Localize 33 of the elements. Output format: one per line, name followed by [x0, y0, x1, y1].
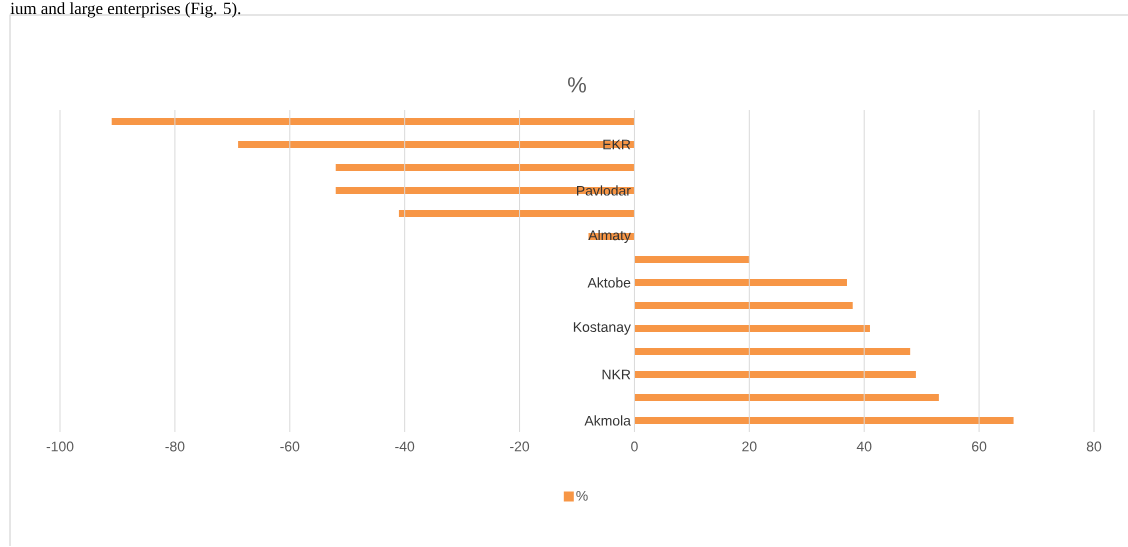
bar: [238, 140, 635, 148]
bar: [634, 416, 1014, 424]
chart-title: %: [568, 77, 586, 93]
y-tick-label: Akmola: [584, 415, 631, 426]
x-tick-label: 80: [1086, 441, 1102, 452]
bar: [111, 117, 635, 125]
bar: [634, 393, 939, 401]
bar: [335, 186, 635, 194]
y-tick-label: Aktobe: [587, 277, 631, 288]
x-tick-label: -20: [510, 441, 530, 452]
x-tick-label: -100: [46, 441, 74, 452]
y-tick-label: Almaty: [588, 229, 631, 243]
x-tick-label: -40: [395, 441, 415, 452]
x-tick-label: 0: [631, 441, 638, 452]
y-tick-label: Pavlodar: [577, 185, 631, 196]
bar: [634, 370, 916, 378]
y-tick-label: EKR: [603, 139, 631, 150]
x-tick-label: -80: [165, 441, 185, 452]
bar: [398, 209, 635, 217]
bar: [335, 163, 635, 171]
bar: [634, 347, 911, 355]
text: ium and large enterprises (Fig. 5).: [10, 2, 241, 18]
legend-label: %: [576, 490, 588, 501]
y-tick-label: Kostanay: [573, 322, 631, 335]
bar: [634, 278, 847, 286]
x-tick-label: 40: [856, 441, 872, 452]
bar: [634, 255, 750, 263]
x-tick-label: -60: [280, 441, 300, 452]
bar: [634, 301, 853, 309]
bar: [634, 324, 870, 332]
x-tick-label: 60: [972, 441, 987, 452]
y-tick-label: NKR: [602, 369, 631, 380]
x-tick-label: 20: [742, 441, 757, 452]
